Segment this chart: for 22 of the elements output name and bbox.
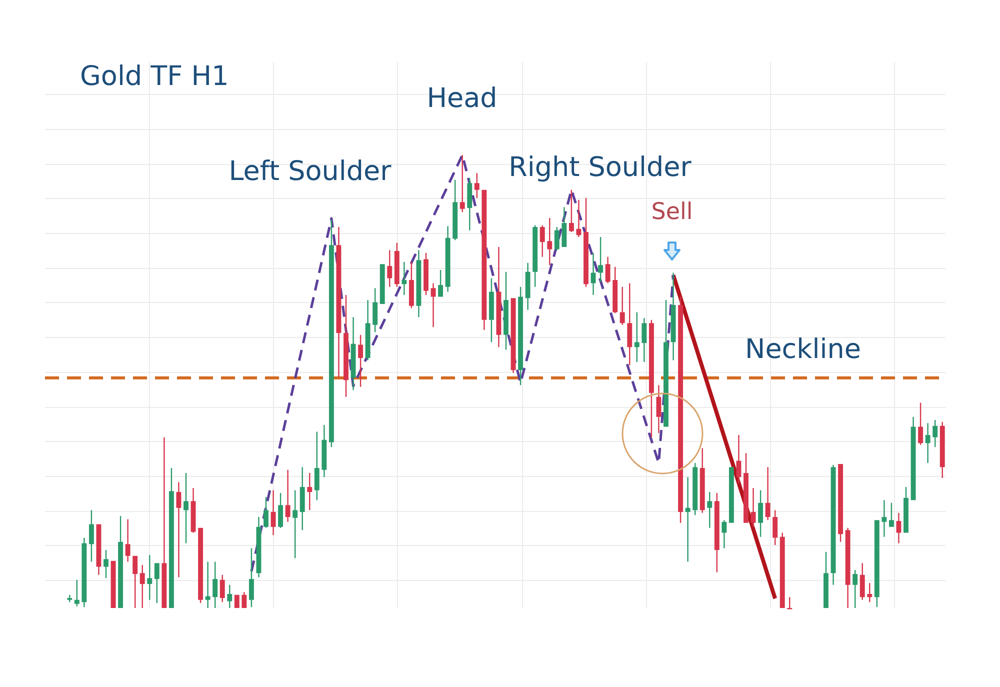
- candlestick: [176, 482, 182, 578]
- candlestick: [430, 283, 436, 328]
- candlestick: [162, 437, 167, 608]
- candlestick: [125, 519, 130, 562]
- candlestick: [882, 500, 887, 537]
- candlestick: [685, 477, 690, 562]
- candlestick: [576, 200, 582, 237]
- candlestick: [750, 488, 756, 527]
- annotation: Sell: [651, 198, 693, 226]
- chart-title: Gold TF H1: [80, 61, 229, 93]
- candlestick: [285, 470, 290, 522]
- ref-line-label: Neckline: [744, 334, 862, 366]
- candlestick: [642, 318, 647, 362]
- annotation: Left Soulder: [228, 156, 392, 188]
- annotation: Right Soulder: [508, 152, 692, 184]
- candlestick: [925, 423, 930, 464]
- text: Head: [426, 83, 498, 115]
- candlestick: [205, 562, 210, 608]
- candlestick: [722, 520, 727, 548]
- candlestick: [402, 262, 407, 295]
- candlestick: [590, 252, 596, 295]
- candlestick: [765, 467, 770, 520]
